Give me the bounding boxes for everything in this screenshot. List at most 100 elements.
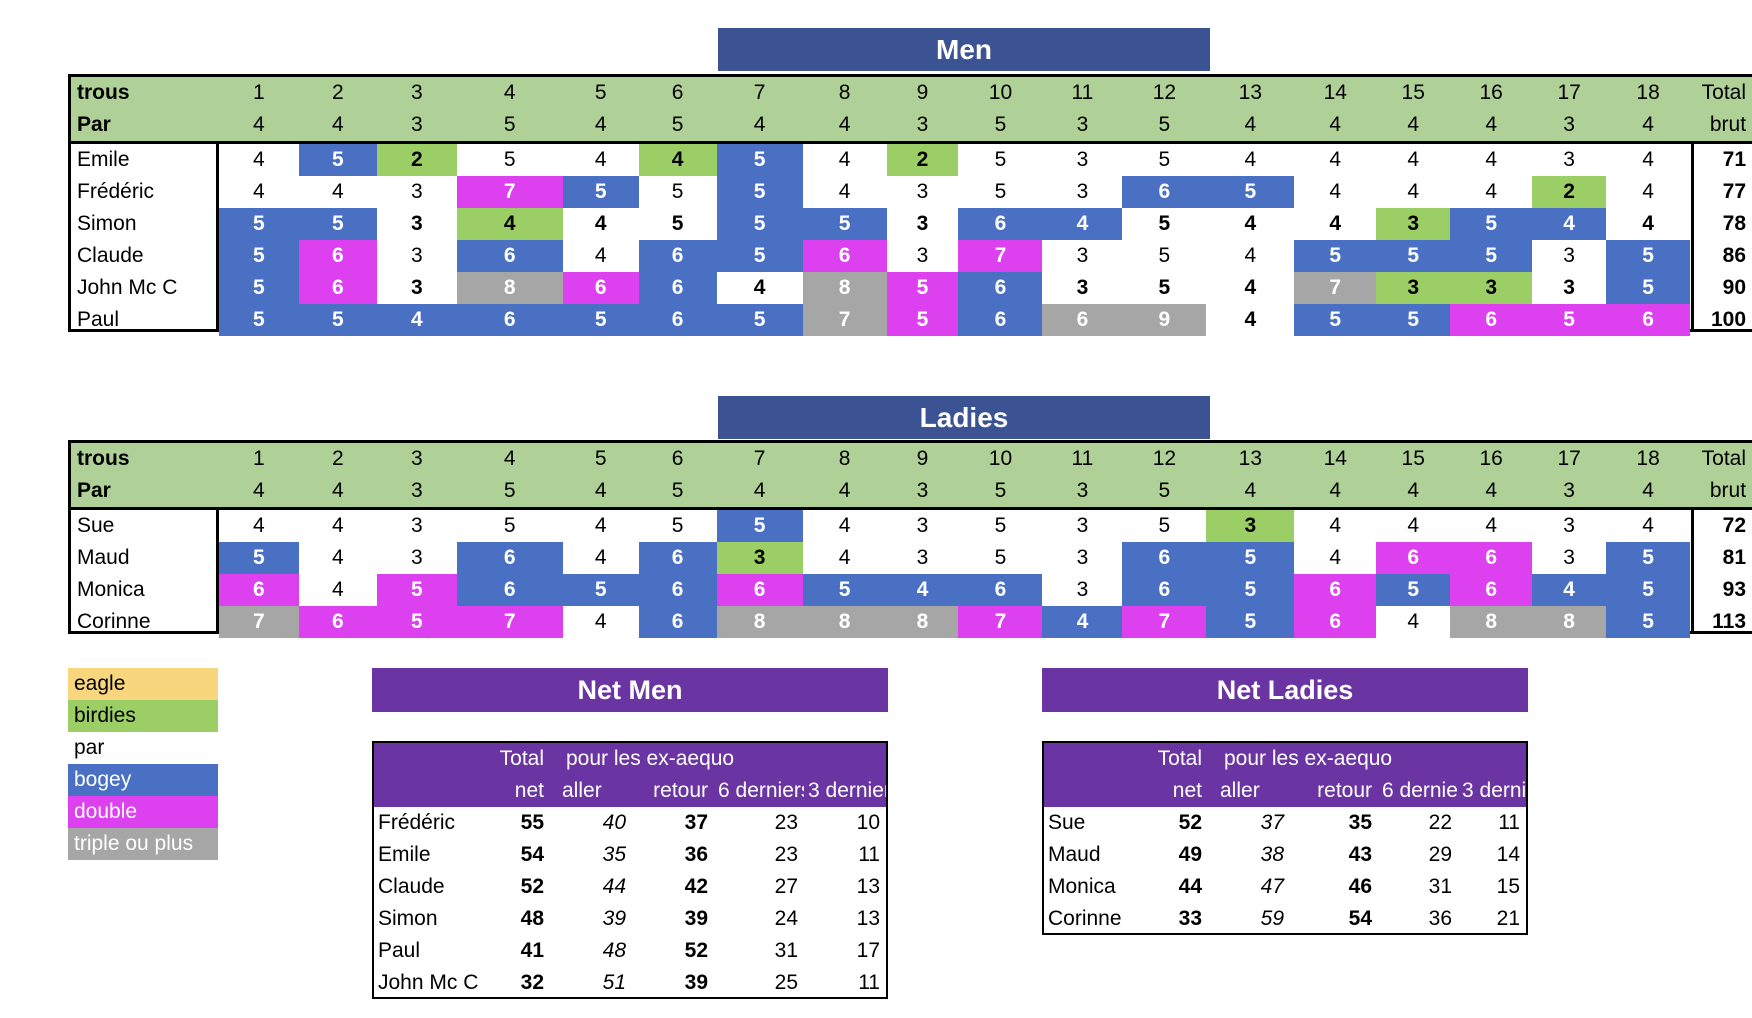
net_ladies-cell-three: 15 [1496, 875, 1520, 898]
ladies-score-cell: 6 [1122, 542, 1207, 574]
men-score-cell: 4 [1450, 176, 1533, 208]
men-hole-number: 8 [838, 81, 851, 104]
ladies-hole-par: 4 [1329, 479, 1342, 502]
net_men-cell-six: 24 [774, 907, 798, 930]
men-score-cell: 2 [376, 144, 457, 176]
net_men-cell-net: 32 [520, 971, 544, 994]
men-hole-par: 4 [1642, 113, 1654, 136]
ladies-hole-par: 5 [1158, 479, 1171, 502]
net_men-cell-aller: 39 [602, 907, 626, 930]
men-score-cell: 4 [1206, 208, 1295, 240]
men-score-cell: 3 [1532, 272, 1607, 304]
net_men-cell-net: 55 [520, 811, 544, 834]
men-score-cell: 3 [1042, 144, 1123, 176]
net_men-header-blank [374, 775, 484, 807]
ladies-score-cell: 4 [1532, 574, 1607, 606]
men-hole-number: 5 [594, 81, 607, 104]
men-score-cell: 4 [638, 144, 717, 176]
net_men-cell-net: 52 [520, 875, 544, 898]
ladies-score-cell: 3 [376, 542, 457, 574]
men-hole-par: 4 [1485, 113, 1498, 136]
legend-par: par [68, 732, 218, 764]
net_men-cell-aller: 51 [602, 971, 626, 994]
men-score-cell: 6 [1122, 176, 1207, 208]
net_men-cell-three: 11 [858, 843, 880, 866]
ladies-score-cell: 5 [376, 606, 457, 638]
ladies-hole-par: 3 [1563, 479, 1575, 502]
men-score-cell: 5 [1294, 240, 1377, 272]
net_men-cell-name: Claude [378, 875, 445, 898]
men-hole-par: 4 [253, 113, 265, 136]
men-score-cell: 4 [1376, 176, 1451, 208]
men-score-cell: 4 [1206, 240, 1295, 272]
men-score-cell: 5 [958, 144, 1043, 176]
net_ladies-cell-six: 36 [1428, 907, 1452, 930]
ladies-title: Ladies [718, 396, 1210, 439]
men-brut-label: brut [1709, 113, 1747, 136]
men-hole-number: 3 [410, 81, 423, 104]
ladies-hole-number: 16 [1479, 447, 1503, 470]
men-player-row: Emile 4 5 2 5 4 4 5 4 2 5 3 5 4 4 4 4 3 4 71 [71, 144, 1752, 176]
men-hole-number: 13 [1238, 81, 1262, 104]
men-player-row: Paul 5 5 4 6 5 6 5 7 5 6 6 9 4 5 5 6 5 6 100 [71, 304, 1752, 336]
ladies-hole-par: 5 [503, 479, 516, 502]
legend-bogey: bogey [68, 764, 218, 796]
men-score-cell: 4 [218, 176, 299, 208]
net_ladies-header-blank [1044, 743, 1126, 775]
men-hole-number: 12 [1152, 81, 1177, 104]
net_men-header-3-derniers: 3 derniers [808, 779, 886, 802]
ladies-score-cell: 6 [298, 606, 377, 638]
men-score-cell: 3 [886, 240, 959, 272]
net_men-cell-net: 48 [520, 907, 544, 930]
men-score-cell: 5 [562, 304, 639, 336]
men-score-cell: 6 [562, 272, 639, 304]
net_ladies-header-row-1: Total pour les ex-aequo [1044, 743, 1526, 775]
men-score-cell: 4 [562, 240, 639, 272]
ladies-hole-par: 4 [332, 479, 344, 502]
ladies-score-cell: 4 [562, 510, 639, 542]
men-score-cell: 8 [456, 272, 563, 304]
men-score-cell: 6 [298, 272, 377, 304]
net_men-cell-six: 23 [774, 811, 798, 834]
ladies-score-cell: 5 [1606, 606, 1691, 638]
ladies-hole-par: 5 [994, 479, 1007, 502]
net_ladies-cell-six: 31 [1428, 875, 1452, 898]
ladies-score-cell: 6 [958, 574, 1043, 606]
men-score-cell: 5 [1450, 240, 1533, 272]
men-hole-number: 15 [1401, 81, 1425, 104]
ladies-score-cell: 5 [1206, 574, 1295, 606]
men-hole-number: 18 [1636, 81, 1660, 104]
men-score-cell: 5 [298, 144, 377, 176]
ladies-score-cell: 7 [958, 606, 1043, 638]
men-score-cell: 5 [716, 144, 803, 176]
ladies-score-cell: 5 [562, 574, 639, 606]
ladies-score-cell: 6 [1294, 574, 1377, 606]
men-score-cell: 3 [376, 208, 457, 240]
men-score-cell: 4 [218, 144, 299, 176]
net_men-cell-three: 13 [856, 907, 880, 930]
men-score-cell: 4 [1606, 176, 1691, 208]
net_men-header-6-derniers: 6 derniers [718, 779, 804, 802]
men-score-cell: 4 [456, 208, 563, 240]
ladies-player-row: Monica 6 4 5 6 5 6 6 5 4 6 3 6 5 6 5 6 4 5 93 [71, 574, 1752, 606]
men-score-cell: 4 [298, 176, 377, 208]
men-hole-number: 2 [332, 81, 344, 104]
net_men-cell-aller: 44 [602, 875, 626, 898]
men-score-cell: 4 [376, 304, 457, 336]
men-score-cell: 6 [1606, 304, 1691, 336]
net-ladies-title: Net Ladies [1042, 668, 1528, 712]
legend-double: double [68, 796, 218, 828]
ladies-score-cell: 4 [1294, 542, 1377, 574]
men-score-cell: 2 [886, 144, 959, 176]
ladies-score-cell: 7 [1122, 606, 1207, 638]
ladies-score-cell: 3 [376, 510, 457, 542]
men-hole-par: 3 [916, 113, 929, 136]
net-ladies-table: Total pour les ex-aequo net aller retour 6 de… [1042, 741, 1528, 935]
men-player-row: John Mc C 5 6 3 8 6 6 4 8 5 6 3 5 4 7 3 3 3 5 90 [71, 272, 1752, 304]
net_men-cell-six: 27 [774, 875, 798, 898]
net_men-cell-three: 10 [856, 811, 880, 834]
ladies-score-cell: 8 [1532, 606, 1607, 638]
ladies-score-cell: 8 [802, 606, 887, 638]
ladies-player-row: Maud 5 4 3 6 4 6 3 4 3 5 3 6 5 4 6 6 3 5 81 [71, 542, 1752, 574]
ladies-header-divider [71, 507, 1752, 510]
